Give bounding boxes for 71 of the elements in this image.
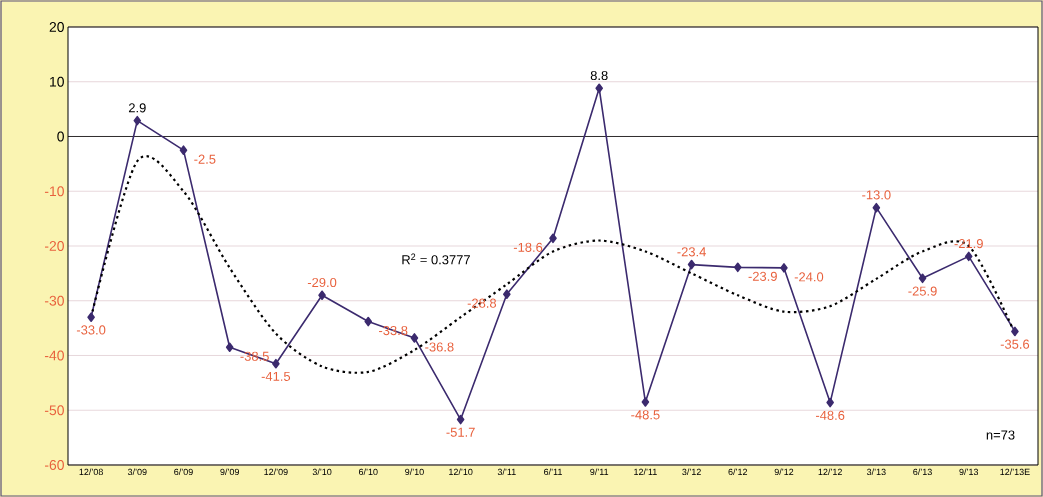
- data-label: -25.9: [908, 286, 937, 296]
- point: [179, 145, 188, 155]
- data-label: -28.8: [467, 298, 497, 308]
- point: [595, 83, 603, 94]
- y-tick-label: 20: [49, 22, 64, 32]
- point: [318, 290, 326, 301]
- data-label: 8.8: [590, 70, 608, 81]
- point: [733, 262, 742, 273]
- point: [1011, 326, 1019, 337]
- x-tick-label: 3/’11: [497, 468, 516, 476]
- data-label: -51.7: [446, 427, 475, 437]
- point: [549, 233, 557, 244]
- point: [780, 263, 788, 273]
- y-tick-label: 10: [50, 76, 64, 87]
- x-tick-label: 12/’12: [818, 468, 842, 476]
- data-label: -2.5: [194, 154, 216, 164]
- data-label: -48.5: [631, 410, 660, 420]
- point: [872, 202, 881, 213]
- data-label: -13.0: [862, 190, 891, 200]
- x-tick-label: 3/’13: [866, 468, 886, 476]
- point: [964, 251, 973, 262]
- data-label: -36.8: [425, 342, 454, 352]
- data-label: -23.4: [677, 247, 706, 257]
- point: [456, 414, 465, 425]
- data-label: -29.0: [307, 277, 337, 288]
- data-label: 2.9: [128, 103, 146, 113]
- x-tick-label: 6/’09: [174, 468, 193, 476]
- point: [503, 289, 511, 299]
- x-tick-label: 9/’11: [590, 468, 609, 476]
- y-tick-label: -60: [44, 460, 64, 470]
- data-label: -33.0: [76, 325, 106, 335]
- x-tick-label: 9/’09: [220, 468, 239, 476]
- x-tick-label: 9/’10: [405, 468, 424, 476]
- y-tick-label: -10: [44, 186, 64, 197]
- x-tick-label: 9/’13: [959, 468, 979, 476]
- data-label: -23.9: [748, 271, 777, 281]
- point: [87, 312, 95, 322]
- x-tick-label: 6/’11: [544, 468, 562, 476]
- point: [225, 342, 234, 353]
- x-tick-label: 3/’12: [682, 468, 701, 476]
- x-tick-label: 12/’13E: [1000, 468, 1030, 476]
- x-tick-label: 12/’09: [264, 468, 288, 476]
- y-tick-label: -20: [44, 241, 64, 251]
- data-label: -41.5: [261, 371, 291, 381]
- x-tick-label: 6/’10: [358, 468, 378, 476]
- x-tick-label: 12/’08: [79, 468, 103, 476]
- y-tick-label: -30: [44, 295, 64, 306]
- point: [687, 259, 696, 270]
- data-label: -48.6: [815, 410, 845, 420]
- point: [826, 397, 834, 408]
- point: [641, 397, 650, 407]
- x-tick-label: 12/’10: [449, 468, 473, 476]
- annotation: n=73: [986, 430, 1015, 440]
- y-tick-label: -50: [44, 405, 64, 416]
- x-tick-label: 6/’13: [913, 468, 932, 476]
- x-tick-label: 3/’10: [312, 468, 332, 476]
- annotation: R$^{2}$ = 0.3777: [402, 253, 470, 265]
- data-label: -18.6: [513, 242, 543, 252]
- point: [410, 333, 419, 343]
- point: [918, 273, 927, 284]
- data-label: -24.0: [794, 272, 824, 282]
- y-tick-label: -40: [44, 350, 64, 361]
- x-tick-label: 3/’09: [127, 468, 147, 476]
- x-tick-label: 6/’12: [728, 468, 748, 476]
- data-label: -35.6: [1000, 339, 1030, 349]
- point: [133, 115, 142, 126]
- point: [272, 358, 280, 369]
- x-tick-label: 9/’12: [774, 468, 794, 476]
- x-tick-label: 12/’11: [634, 468, 657, 476]
- y-tick-label: 0: [57, 131, 64, 142]
- point: [364, 316, 373, 327]
